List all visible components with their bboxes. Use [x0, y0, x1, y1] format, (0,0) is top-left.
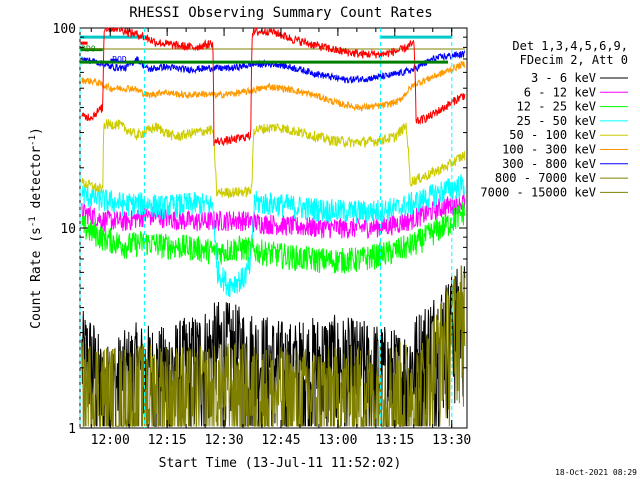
y-tick-label: 10: [60, 222, 76, 237]
x-tick-label: 13:00: [318, 433, 357, 448]
series-lines: [81, 26, 466, 428]
plot-area: RD0 ROD: [79, 26, 468, 429]
legend-label: 6 - 12 keV: [524, 85, 596, 99]
series-line-25-50-kev: [81, 174, 465, 297]
series-line-50-100-kev: [81, 119, 466, 199]
legend-header-1: Det 1,3,4,5,6,9,: [512, 39, 628, 53]
x-axis-label: Start Time (13-Jul-11 11:52:02): [159, 456, 402, 471]
x-tick-label: 13:30: [432, 433, 471, 448]
y-axis-label-sup2: -1: [28, 135, 38, 146]
x-tick-label: 12:45: [261, 433, 300, 448]
y-axis-label-sup1: -1: [28, 216, 38, 227]
y-axis-label-mid: detector: [29, 146, 44, 217]
legend-label: 800 - 7000 keV: [495, 171, 596, 185]
series-line-channel-9: [81, 26, 466, 147]
legend-label: 12 - 25 keV: [517, 100, 596, 114]
series-line-300-800-kev: [81, 49, 466, 85]
x-axis: 12:00 12:15 12:30 12:45 13:00 13:15 13:30: [91, 28, 471, 448]
legend-label: 25 - 50 keV: [517, 114, 596, 128]
timestamp: 18-Oct-2021 08:29: [555, 468, 637, 477]
legend-label: 300 - 800 keV: [502, 157, 596, 171]
x-tick-label: 12:30: [204, 433, 243, 448]
flag-label: ROD: [112, 55, 127, 64]
legend-header-2: FDecim 2, Att 0: [520, 53, 628, 67]
legend-label: 100 - 300 keV: [502, 143, 596, 157]
y-tick-label: 100: [53, 22, 76, 37]
y-axis-label-suffix: ): [29, 127, 44, 135]
flag-label: RD0: [81, 44, 96, 53]
legend-label: 50 - 100 keV: [509, 128, 596, 142]
series-line-100-300-kev: [81, 60, 466, 112]
legend-label: 7000 - 15000 keV: [480, 185, 596, 199]
x-tick-label: 12:15: [148, 433, 187, 448]
flag-labels: RD0 ROD: [81, 44, 127, 64]
y-axis-label-prefix: Count Rate (s: [29, 227, 44, 329]
y-axis: 1 10 100: [53, 22, 467, 437]
y-axis-label: Count Rate (s-1 detector-1): [28, 127, 44, 329]
legend: Det 1,3,4,5,6,9, FDecim 2, Att 0 3 - 6 k…: [480, 39, 628, 199]
y-tick-label: 1: [68, 422, 76, 437]
series-line-800-7000-kev: [81, 265, 466, 428]
x-tick-label: 13:15: [375, 433, 414, 448]
flag-bars: [80, 35, 452, 62]
x-tick-label: 12:00: [91, 433, 130, 448]
series-line-6-12-kev: [81, 193, 466, 239]
series-line-12-25-kev: [81, 202, 466, 274]
legend-label: 3 - 6 keV: [531, 71, 596, 85]
chart-title: RHESSI Observing Summary Count Rates: [129, 5, 432, 21]
